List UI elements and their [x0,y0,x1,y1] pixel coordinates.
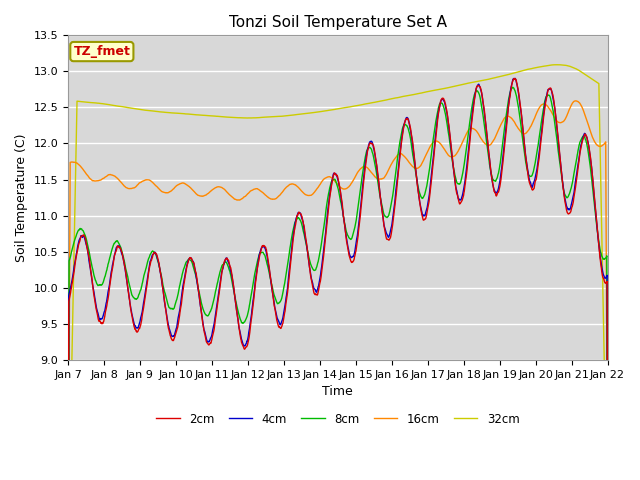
Line: 32cm: 32cm [68,65,607,480]
4cm [106,280,114,286]
Title: Tonzi Soil Temperature Set A: Tonzi Soil Temperature Set A [228,15,447,30]
Line: 2cm: 2cm [68,79,607,480]
32cm [128,105,136,111]
16cm [128,186,136,192]
2cm [304,253,312,259]
2cm [106,283,114,288]
4cm [511,75,519,81]
8cm [293,216,301,222]
32cm [106,102,114,108]
32cm [304,110,312,116]
8cm [106,255,114,261]
4cm [371,152,379,158]
Legend: 2cm, 4cm, 8cm, 16cm, 32cm: 2cm, 4cm, 8cm, 16cm, 32cm [151,408,524,431]
32cm [371,99,379,105]
Text: TZ_fmet: TZ_fmet [74,45,131,58]
2cm [604,460,611,466]
16cm [304,192,312,198]
8cm [128,291,136,297]
32cm [293,112,301,118]
4cm [604,456,611,461]
4cm [293,214,301,219]
2cm [293,213,301,219]
32cm [314,109,322,115]
16cm [314,185,322,191]
4cm [304,253,312,259]
Line: 4cm: 4cm [68,78,607,480]
16cm [371,174,379,180]
16cm [293,183,301,189]
2cm [511,76,518,82]
4cm [314,286,322,291]
16cm [572,98,580,104]
2cm [128,312,136,317]
X-axis label: Time: Time [323,385,353,398]
4cm [128,311,136,316]
Y-axis label: Soil Temperature (C): Soil Temperature (C) [15,133,28,262]
2cm [314,291,322,297]
8cm [314,260,322,265]
2cm [371,152,379,157]
Line: 16cm: 16cm [68,101,607,480]
8cm [304,251,312,257]
32cm [552,62,560,68]
8cm [371,162,379,168]
16cm [106,172,114,178]
8cm [509,84,516,90]
Line: 8cm: 8cm [68,87,607,480]
